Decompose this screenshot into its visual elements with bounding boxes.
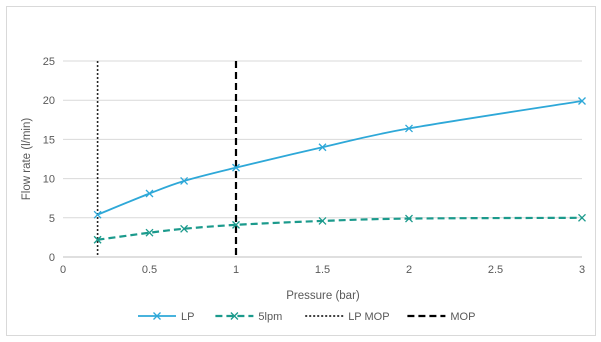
series-lines — [93, 97, 586, 244]
data-point-lp — [232, 163, 240, 172]
legend-item-5lpm: 5lpm — [215, 311, 282, 323]
data-point-5lpm — [318, 216, 327, 225]
x-tick-label: 1.5 — [315, 264, 330, 276]
y-tick-label: 20 — [43, 95, 55, 107]
legend-label-lp: LP — [181, 311, 194, 323]
x-tick-label: 0.5 — [142, 264, 157, 276]
legend-marker-lp — [153, 312, 161, 320]
data-point-5lpm — [578, 213, 586, 222]
legend-item-lp: LP — [138, 311, 194, 323]
data-point-lp — [405, 124, 413, 133]
y-tick-label: 0 — [49, 252, 55, 264]
x-tick-label: 0 — [60, 264, 66, 276]
reference-lines — [96, 61, 238, 257]
y-tick-label: 25 — [43, 56, 55, 68]
data-point-5lpm — [405, 214, 413, 223]
data-point-5lpm — [145, 228, 154, 237]
series-line-5lpm — [97, 216, 583, 241]
x-tick-label: 3 — [579, 264, 585, 276]
legend-marker-5lpm — [230, 312, 239, 320]
data-point-lp — [578, 97, 586, 105]
gridlines — [63, 60, 582, 258]
tick-labels: 0 5 10 15 20 25 0 0.5 1 1.5 2 2.5 3 — [43, 56, 585, 276]
legend-label-lp-mop: LP MOP — [348, 311, 389, 323]
y-tick-label: 10 — [43, 174, 55, 186]
series-line-lp — [97, 100, 583, 216]
legend-item-lp-mop: LP MOP — [305, 311, 390, 323]
data-point-lp — [145, 189, 154, 198]
data-point-5lpm — [180, 224, 189, 233]
data-point-5lpm — [232, 220, 240, 229]
y-axis-title: Flow rate (l/min) — [21, 118, 33, 201]
x-tick-label: 2.5 — [488, 264, 503, 276]
data-point-5lpm — [93, 235, 102, 244]
legend: LP 5lpm LP MOP MOP — [138, 311, 475, 323]
data-point-lp — [180, 176, 189, 185]
y-tick-label: 5 — [49, 213, 55, 225]
data-point-lp — [93, 210, 102, 219]
x-tick-label: 1 — [233, 264, 239, 276]
x-tick-label: 2 — [406, 264, 412, 276]
legend-label-mop: MOP — [450, 311, 475, 323]
data-point-lp — [318, 143, 327, 152]
x-axis-title: Pressure (bar) — [286, 290, 360, 302]
y-tick-label: 15 — [43, 134, 55, 146]
legend-item-mop: MOP — [407, 311, 475, 323]
legend-label-5lpm: 5lpm — [258, 311, 282, 323]
